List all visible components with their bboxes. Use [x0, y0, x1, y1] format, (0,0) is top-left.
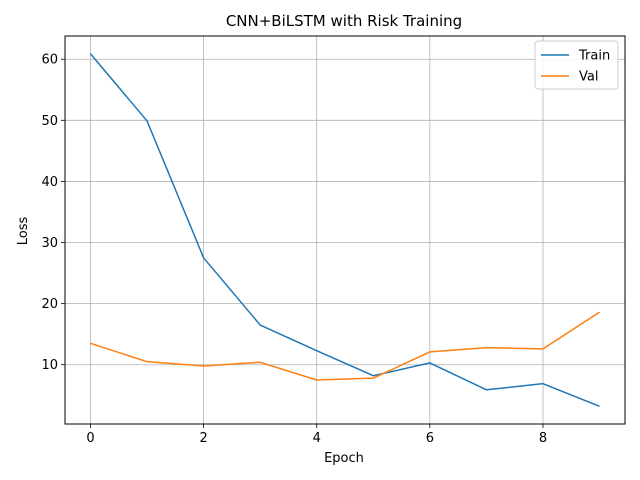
x-axis-label: Epoch [324, 451, 364, 466]
x-tick-label: 2 [199, 431, 207, 446]
x-tick-label: 6 [426, 431, 434, 446]
y-tick-label: 60 [41, 53, 58, 68]
y-tick-label: 50 [41, 114, 58, 129]
legend-label-train: Train [578, 49, 610, 64]
x-tick-label: 0 [86, 431, 94, 446]
grid [65, 36, 625, 424]
x-tick-label: 8 [539, 431, 547, 446]
series-line-train [89, 53, 600, 407]
y-tick-label: 20 [41, 297, 58, 312]
y-tick-label: 40 [41, 175, 58, 190]
ticks: 0 2 4 6 8 10 20 30 40 50 60 [41, 53, 547, 446]
series-layer [89, 53, 600, 407]
axes-frame [64, 35, 626, 425]
y-tick-label: 10 [41, 358, 58, 373]
legend-box [534, 40, 619, 90]
x-tick-label: 4 [313, 431, 321, 446]
legend: Train Val [534, 40, 619, 90]
plot-frame [64, 35, 626, 425]
chart-title: CNN+BiLSTM with Risk Training [226, 12, 462, 30]
y-axis-label: Loss [16, 217, 31, 246]
y-tick-label: 30 [41, 236, 58, 251]
series-line-val [90, 311, 600, 381]
legend-label-val: Val [579, 70, 598, 85]
